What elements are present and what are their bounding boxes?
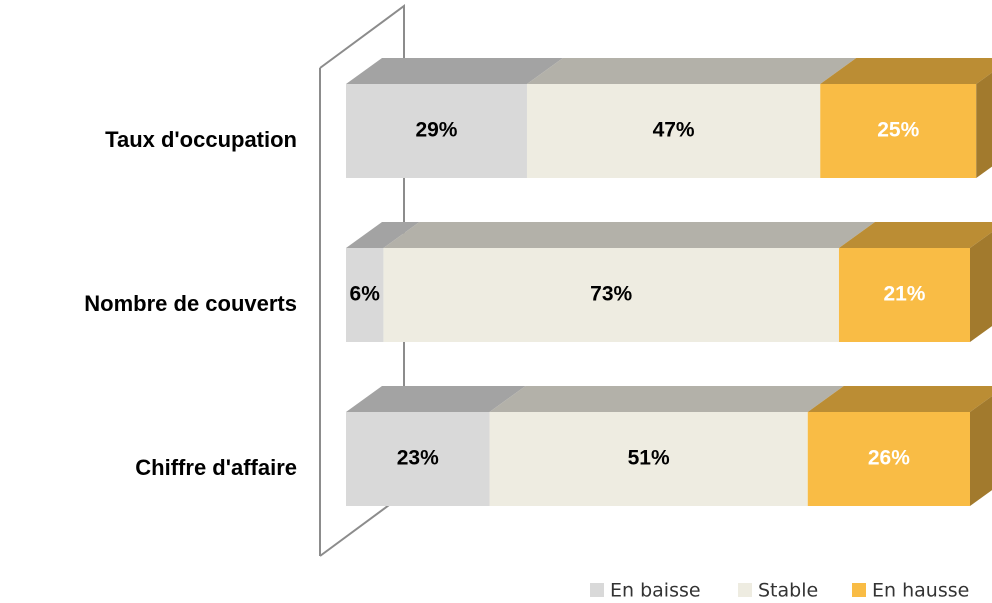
value-label: 29% [415, 119, 457, 142]
bar-top [346, 386, 526, 412]
bar-top [838, 222, 992, 248]
category-label: Chiffre d'affaire [135, 455, 297, 480]
value-label: 47% [653, 119, 695, 142]
legend-swatch [852, 583, 866, 597]
value-label: 26% [868, 447, 910, 470]
bar-top [526, 58, 857, 84]
value-label: 23% [397, 447, 439, 470]
value-label: 21% [883, 283, 925, 306]
legend-label: Stable [758, 580, 818, 602]
bar-top [383, 222, 875, 248]
bar-top [489, 386, 844, 412]
bar-side [970, 232, 992, 342]
bar [346, 84, 527, 178]
bar-side [976, 72, 992, 178]
category-label: Nombre de couverts [84, 291, 297, 316]
bar-top [346, 58, 563, 84]
value-label: 25% [877, 119, 919, 142]
bar-top [820, 58, 992, 84]
legend-swatch [590, 583, 604, 597]
bar [346, 248, 384, 342]
bar [489, 412, 808, 506]
bar [346, 412, 490, 506]
bar-top [807, 386, 992, 412]
value-label: 6% [350, 283, 381, 306]
bar [838, 248, 970, 342]
category-label: Taux d'occupation [105, 127, 297, 152]
legend-label: En baisse [610, 580, 701, 602]
value-label: 51% [628, 447, 670, 470]
bar [526, 84, 821, 178]
value-label: 73% [590, 283, 632, 306]
bar-top [346, 222, 420, 248]
legend-swatch [738, 583, 752, 597]
bar [820, 84, 977, 178]
bar-side [970, 396, 992, 506]
bar [807, 412, 970, 506]
legend-label: En hausse [872, 580, 969, 602]
bar [383, 248, 839, 342]
